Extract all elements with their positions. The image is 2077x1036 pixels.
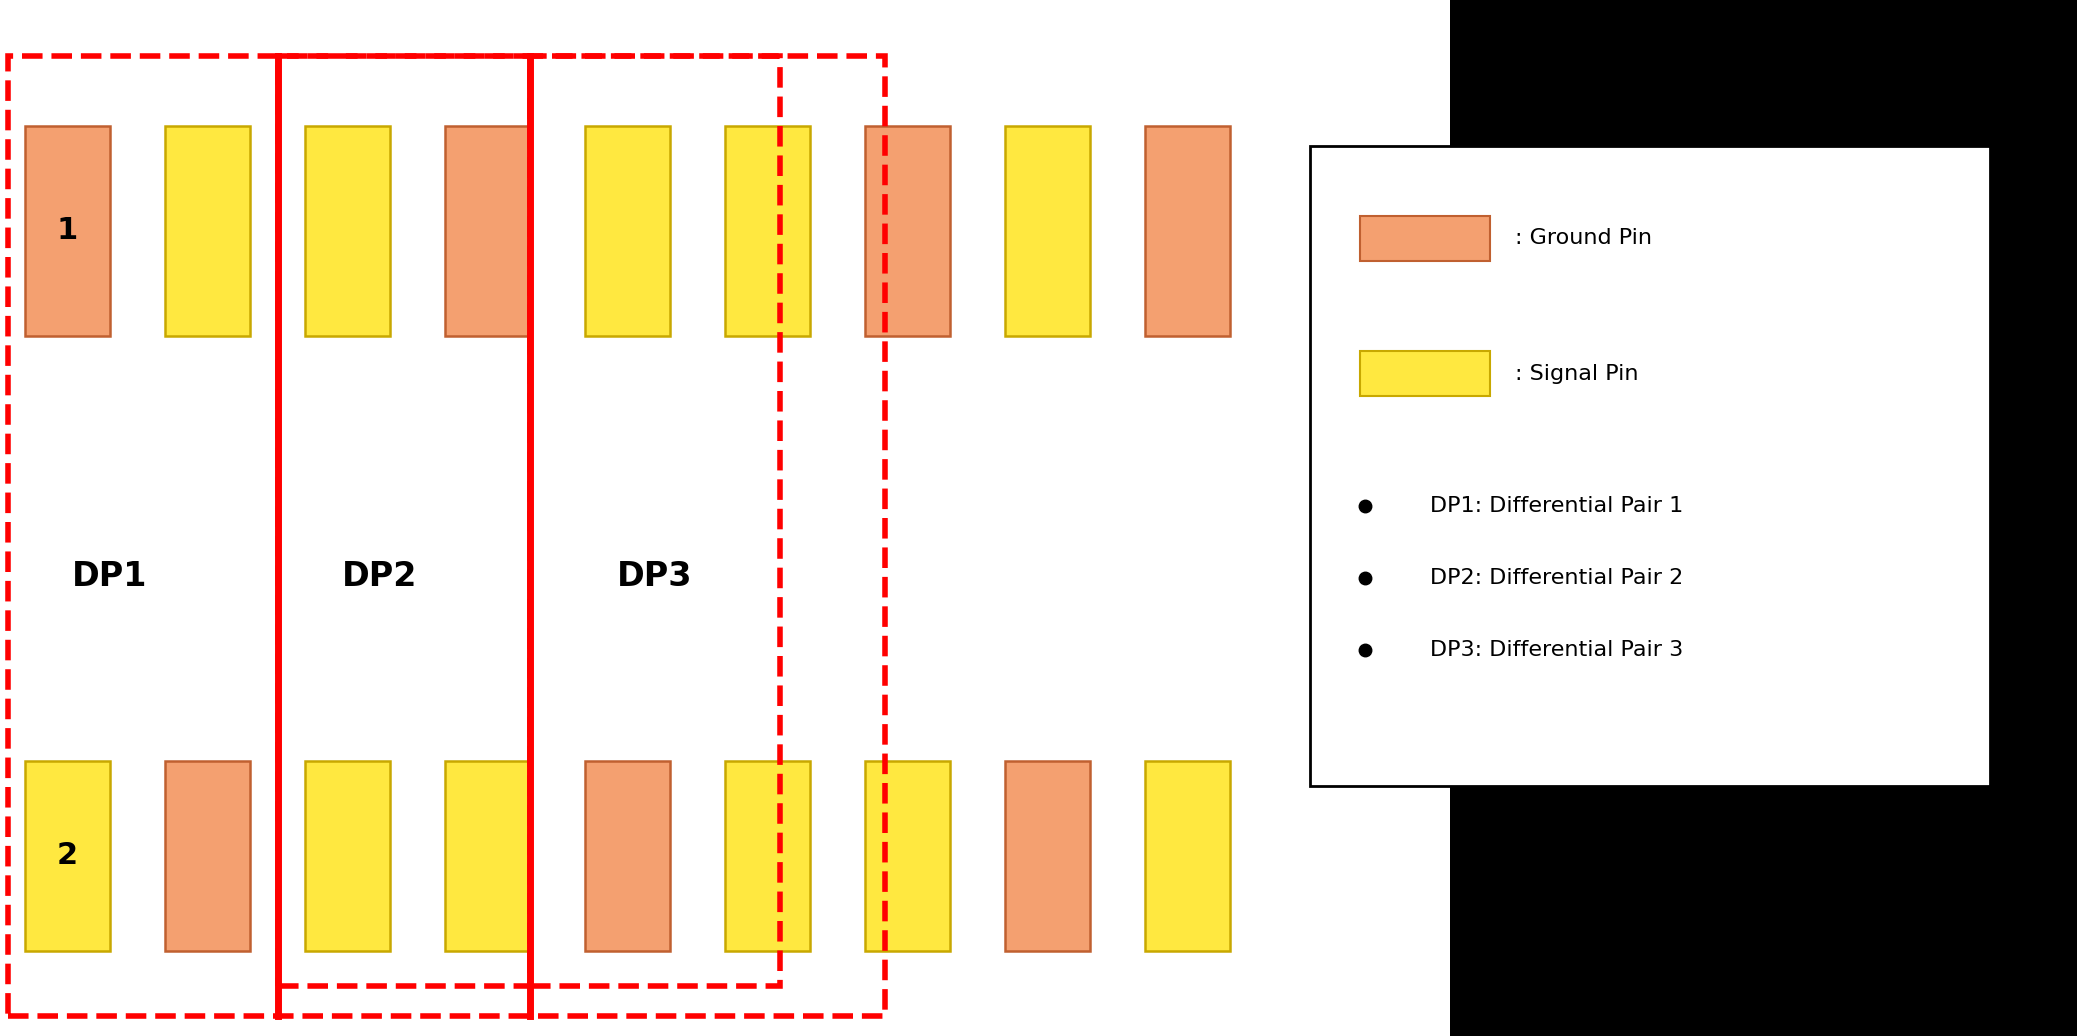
Bar	[1005, 761, 1090, 951]
Bar	[1005, 126, 1090, 336]
Bar	[1360, 215, 1489, 261]
Bar	[444, 761, 530, 951]
Bar	[1311, 146, 1990, 786]
Text: DP2: DP2	[343, 559, 417, 593]
Bar	[725, 126, 810, 336]
Bar	[164, 126, 249, 336]
Bar	[305, 126, 390, 336]
Bar	[25, 126, 110, 336]
Bar	[725, 761, 810, 951]
Bar	[25, 761, 110, 951]
Bar	[444, 126, 530, 336]
Bar	[1144, 761, 1230, 951]
Text: : Ground Pin: : Ground Pin	[1514, 229, 1651, 249]
Bar	[1450, 0, 2077, 1036]
Bar	[1144, 126, 1230, 336]
Bar	[586, 761, 671, 951]
Text: 2: 2	[56, 841, 79, 870]
Bar	[1360, 351, 1489, 396]
Text: DP1: DP1	[73, 559, 147, 593]
Text: DP2: Differential Pair 2: DP2: Differential Pair 2	[1429, 568, 1682, 588]
Text: 1: 1	[56, 217, 79, 246]
Bar	[586, 126, 671, 336]
Bar	[305, 761, 390, 951]
Bar	[164, 761, 249, 951]
Bar	[864, 761, 949, 951]
Text: DP3: Differential Pair 3: DP3: Differential Pair 3	[1429, 640, 1682, 660]
Bar	[864, 126, 949, 336]
Text: DP1: Differential Pair 1: DP1: Differential Pair 1	[1429, 496, 1682, 516]
Text: : Signal Pin: : Signal Pin	[1514, 364, 1639, 383]
Text: DP3: DP3	[617, 559, 694, 593]
